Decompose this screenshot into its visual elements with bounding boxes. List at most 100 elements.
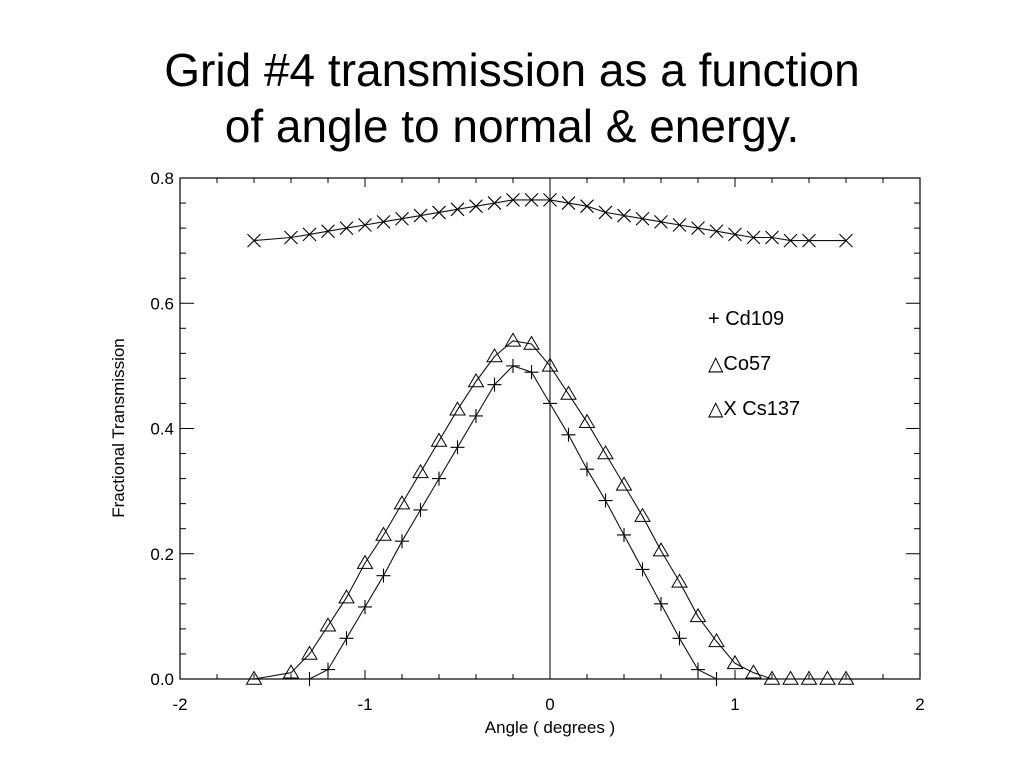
data-point-triangle-marker	[708, 632, 725, 648]
data-point-x-marker	[395, 211, 409, 226]
data-point-x-marker	[746, 230, 761, 245]
data-point-plus-marker	[524, 365, 539, 380]
data-point-x-marker	[376, 214, 391, 229]
data-point-plus-marker	[580, 462, 594, 477]
data-point-triangle-marker	[763, 670, 781, 685]
data-point-x-marker	[598, 205, 613, 220]
data-point-x-marker	[321, 224, 335, 239]
data-point-triangle-marker	[782, 670, 799, 685]
data-point-x-marker	[506, 193, 520, 207]
data-point-plus-marker	[635, 562, 650, 577]
data-point-triangle-marker	[430, 432, 448, 447]
series-x-cs137	[247, 193, 853, 248]
slide-title-line-2: of angle to normal & energy.	[224, 100, 800, 152]
data-point-triangle-marker	[689, 607, 707, 623]
data-point-triangle-marker	[560, 385, 577, 400]
data-point-x-marker	[839, 233, 853, 248]
data-point-triangle-marker	[504, 332, 522, 347]
y-tick-label: 0.4	[150, 420, 174, 439]
data-point-plus-marker	[469, 408, 483, 423]
data-point-x-marker	[561, 196, 576, 210]
data-point-triangle-marker	[412, 463, 429, 479]
axis-ticks	[179, 177, 921, 680]
data-point-triangle-marker	[726, 654, 744, 670]
x-tick-label: 0	[545, 695, 554, 714]
data-point-plus-marker	[450, 440, 465, 455]
data-point-plus-marker	[376, 568, 391, 583]
data-point-x-marker	[654, 214, 668, 229]
data-point-plus-marker	[654, 596, 668, 611]
x-tick-label: 2	[915, 695, 924, 714]
x-tick-label: -1	[357, 695, 372, 714]
slide-title-line-1: Grid #4 transmission as a function	[164, 44, 860, 96]
data-point-x-marker	[524, 193, 539, 207]
data-point-triangle-marker	[541, 357, 559, 372]
data-point-x-marker	[580, 199, 594, 214]
data-point-plus-marker	[432, 471, 446, 486]
data-point-x-marker	[302, 227, 317, 242]
data-point-x-marker	[802, 233, 816, 248]
data-point-x-marker	[709, 224, 724, 239]
data-point-triangle-marker	[837, 670, 855, 685]
x-tick-label: 1	[730, 695, 739, 714]
data-point-triangle-marker	[375, 526, 392, 541]
data-point-x-marker	[450, 202, 465, 217]
data-point-plus-marker	[617, 527, 631, 542]
data-point-triangle-marker	[449, 401, 466, 416]
data-point-plus-marker	[321, 662, 335, 677]
legend-entry-cs137: △X Cs137	[708, 398, 800, 420]
data-point-x-marker	[358, 218, 372, 232]
data-point-triangle-marker	[245, 670, 263, 685]
data-point-plus-marker	[395, 534, 409, 549]
y-tick-label: 0.0	[150, 670, 174, 689]
data-point-triangle-marker	[338, 589, 355, 604]
data-point-plus-marker	[598, 493, 613, 508]
legend-entry-co57: △Co57	[708, 353, 771, 375]
data-point-triangle-marker	[578, 413, 596, 428]
x-tick-label: -2	[172, 695, 187, 714]
data-point-triangle-marker	[356, 554, 374, 569]
data-point-plus-marker	[506, 358, 520, 373]
data-point-x-marker	[691, 221, 705, 235]
y-axis-label: Fractional Transmission	[109, 338, 128, 518]
data-point-x-marker	[413, 208, 428, 223]
series-line-cd109	[309, 365, 717, 680]
data-point-x-marker	[247, 233, 261, 248]
data-series	[245, 178, 855, 686]
data-point-x-marker	[617, 208, 631, 223]
data-point-triangle-marker	[282, 664, 300, 679]
y-tick-label: 0.2	[150, 545, 174, 564]
data-point-triangle-marker	[393, 495, 411, 510]
data-point-triangle-marker	[467, 373, 485, 388]
axis-tick-labels: -2 -1 0 1 2 0.0 0.2 0.4 0.6 0.8	[150, 169, 924, 714]
data-point-plus-marker	[691, 662, 705, 677]
data-point-plus-marker	[543, 396, 557, 411]
data-point-x-marker	[728, 227, 742, 242]
data-point-x-marker	[469, 199, 483, 214]
y-tick-label: 0.8	[150, 169, 174, 188]
data-point-triangle-marker	[800, 670, 818, 685]
data-point-plus-marker	[561, 427, 576, 442]
data-point-triangle-marker	[745, 664, 762, 679]
data-point-plus-marker	[339, 631, 354, 646]
data-point-plus-marker	[672, 631, 687, 646]
data-point-triangle-marker	[319, 617, 337, 632]
x-axis-label: Angle ( degrees )	[485, 718, 615, 737]
data-point-x-marker	[543, 193, 557, 207]
data-point-plus-marker	[302, 672, 317, 686]
legend: + Cd109 △Co57 △X Cs137	[708, 308, 800, 420]
data-point-plus-marker	[358, 599, 372, 614]
data-point-x-marker	[339, 221, 354, 235]
data-point-triangle-marker	[819, 670, 836, 685]
data-point-triangle-marker	[652, 542, 670, 557]
data-point-triangle-marker	[634, 507, 651, 522]
data-point-triangle-marker	[523, 335, 540, 350]
data-point-x-marker	[284, 230, 298, 245]
data-point-plus-marker	[413, 502, 428, 517]
series-co57	[245, 332, 855, 685]
data-point-x-marker	[635, 211, 650, 226]
data-point-plus-marker	[487, 377, 502, 392]
data-point-x-marker	[487, 196, 502, 210]
data-point-x-marker	[765, 230, 779, 245]
